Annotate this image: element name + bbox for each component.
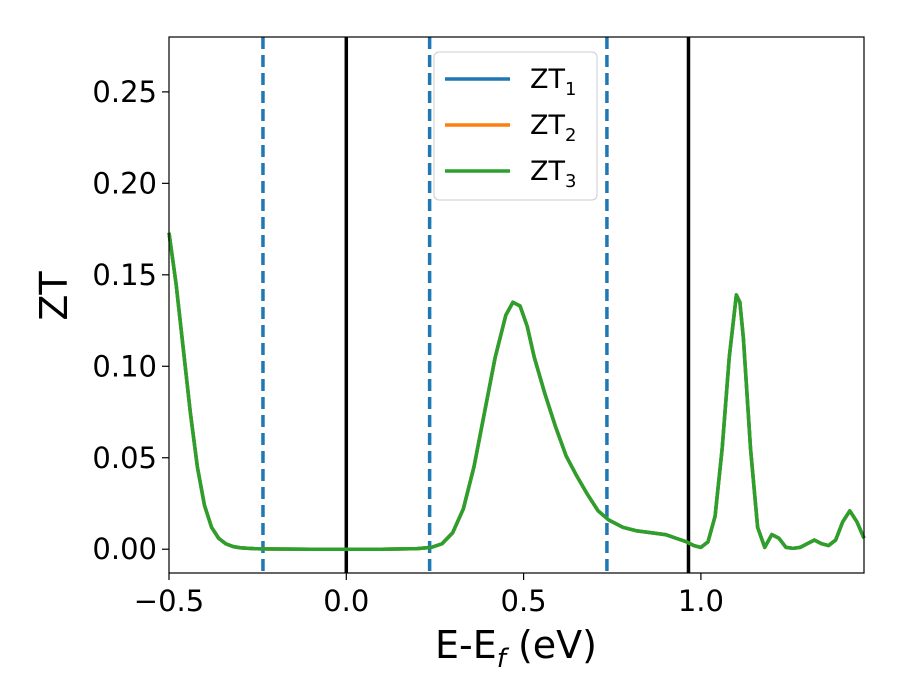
x-axis-title: E-Ef (eV) (435, 623, 597, 674)
legend: ZT1 ZT2 ZT3 (433, 51, 598, 201)
y-axis-ticks: 0.00 0.05 0.10 0.15 0.20 0.25 (92, 75, 169, 566)
y-tick-label: 0.05 (92, 441, 157, 475)
series-line-3 (167, 232, 866, 551)
plot-frame (168, 36, 865, 574)
series-line-2 (167, 232, 866, 551)
x-tick-label: 0.5 (501, 584, 547, 618)
legend-label-2: ZT2 (530, 110, 576, 146)
y-tick-label: 0.20 (92, 166, 157, 200)
x-tick-label: 1.0 (678, 584, 724, 618)
y-tick-label: 0.00 (92, 532, 157, 566)
legend-label-3: ZT3 (530, 156, 576, 192)
legend-box (433, 51, 598, 201)
legend-label-1: ZT1 (530, 64, 576, 100)
series-lines (167, 232, 866, 551)
x-axis-ticks: −0.5 0.0 0.5 1.0 (134, 573, 724, 618)
x-tick-label: −0.5 (134, 584, 204, 618)
y-tick-label: 0.25 (92, 75, 157, 109)
x-tick-label: 0.0 (323, 584, 369, 618)
y-tick-label: 0.15 (92, 258, 157, 292)
y-axis-title: ZT (32, 271, 76, 321)
series-line-1 (167, 232, 866, 551)
reference-lines (261, 37, 691, 573)
y-tick-label: 0.10 (92, 349, 157, 383)
